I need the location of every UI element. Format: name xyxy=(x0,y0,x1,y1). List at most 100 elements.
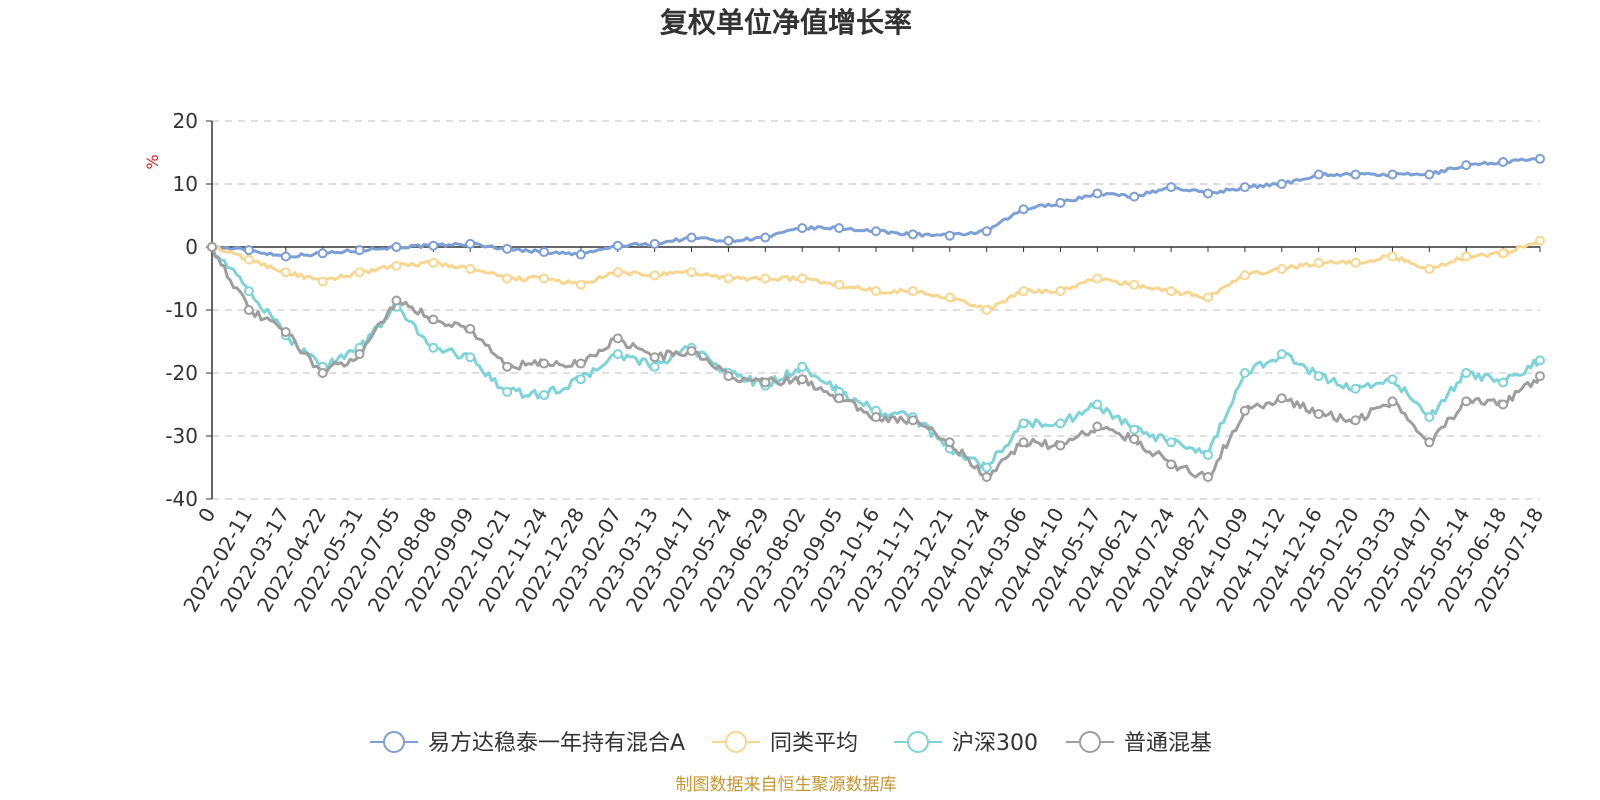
data-point xyxy=(1498,248,1509,259)
data-point xyxy=(1350,257,1361,268)
data-point xyxy=(871,226,881,237)
data-point xyxy=(1424,169,1435,180)
data-point xyxy=(539,358,549,369)
data-point xyxy=(1424,437,1435,448)
data-point xyxy=(907,229,918,240)
data-point xyxy=(465,238,476,249)
data-point xyxy=(391,295,402,306)
data-point xyxy=(391,242,402,252)
data-point xyxy=(575,374,586,385)
data-point xyxy=(649,352,660,363)
data-point xyxy=(1129,434,1140,445)
data-point xyxy=(760,232,771,243)
data-point xyxy=(612,349,623,360)
data-point xyxy=(1055,418,1066,429)
data-point xyxy=(1166,286,1177,297)
data-point xyxy=(723,273,734,284)
data-point xyxy=(465,264,476,275)
data-point xyxy=(1129,279,1140,290)
data-point xyxy=(428,314,439,325)
data-point xyxy=(797,273,808,284)
y-tick-label: -40 xyxy=(165,487,198,511)
data-point xyxy=(1498,377,1509,388)
data-point xyxy=(981,462,992,473)
data-point xyxy=(1018,286,1029,297)
legend-label[interactable]: 沪深300 xyxy=(952,731,1038,756)
data-point xyxy=(1313,408,1324,419)
data-point xyxy=(723,235,734,246)
data-point xyxy=(1018,418,1029,429)
data-point xyxy=(1239,270,1250,281)
data-point xyxy=(1387,251,1398,262)
legend-marker xyxy=(725,731,747,753)
data-point xyxy=(539,390,549,401)
data-point xyxy=(944,230,955,241)
data-point xyxy=(1092,421,1103,432)
data-point xyxy=(1276,349,1287,360)
legend-marker xyxy=(907,731,929,753)
data-point xyxy=(354,349,365,360)
data-point xyxy=(502,243,513,254)
data-point xyxy=(1092,188,1103,199)
y-tick-label: -10 xyxy=(165,298,198,322)
legend-label[interactable]: 易方达稳泰一年持有混合A xyxy=(428,731,685,756)
data-point xyxy=(465,323,476,334)
legend-label[interactable]: 普通混基 xyxy=(1124,731,1212,756)
data-point xyxy=(1129,424,1140,435)
data-point xyxy=(834,279,845,290)
data-point xyxy=(539,247,549,258)
data-point xyxy=(1350,383,1361,394)
data-point xyxy=(280,251,291,262)
data-point xyxy=(1166,182,1177,193)
data-point xyxy=(1498,399,1509,410)
data-point xyxy=(428,240,439,251)
data-point xyxy=(760,273,771,284)
data-point xyxy=(1239,368,1250,378)
series-line xyxy=(210,246,1542,479)
data-point xyxy=(1461,251,1472,262)
data-point xyxy=(1535,153,1545,164)
series-line xyxy=(210,246,1542,470)
x-axis-ticks: 02022-02-112022-03-172022-04-222022-05-3… xyxy=(178,247,1548,616)
data-point xyxy=(1276,179,1287,189)
data-point xyxy=(465,352,476,363)
data-point xyxy=(1092,273,1103,284)
data-point xyxy=(502,273,513,284)
data-point xyxy=(1313,257,1324,268)
y-tick-label: -20 xyxy=(165,361,198,385)
data-point xyxy=(1387,374,1398,385)
data-point xyxy=(981,471,992,482)
data-point xyxy=(1387,396,1398,407)
data-point xyxy=(834,393,845,404)
data-point xyxy=(243,245,254,256)
data-point xyxy=(317,248,328,259)
data-point xyxy=(760,377,771,388)
data-point xyxy=(981,226,992,237)
data-point xyxy=(981,305,992,315)
data-point xyxy=(797,374,808,385)
y-tick-label: 0 xyxy=(185,235,198,259)
series-group xyxy=(207,153,1545,482)
data-point xyxy=(354,245,365,256)
data-point xyxy=(1424,412,1435,423)
data-point xyxy=(834,223,845,234)
data-point xyxy=(575,279,586,290)
legend-label[interactable]: 同类平均 xyxy=(770,731,858,756)
legend: 易方达稳泰一年持有混合A 同类平均 沪深300 普通混基 xyxy=(370,731,1212,756)
data-point xyxy=(502,386,513,397)
data-point xyxy=(1313,371,1324,382)
x-tick-label: 0 xyxy=(193,504,220,527)
data-point xyxy=(539,273,549,284)
data-point xyxy=(797,361,808,372)
data-point xyxy=(723,371,734,382)
data-point xyxy=(1350,169,1361,180)
data-point xyxy=(1535,235,1545,246)
data-point xyxy=(317,276,328,287)
y-axis-unit: % xyxy=(143,154,162,169)
legend-marker xyxy=(1079,731,1101,753)
data-point xyxy=(1276,393,1287,404)
data-point xyxy=(907,415,918,426)
data-point xyxy=(686,345,697,356)
data-point xyxy=(1055,286,1066,297)
